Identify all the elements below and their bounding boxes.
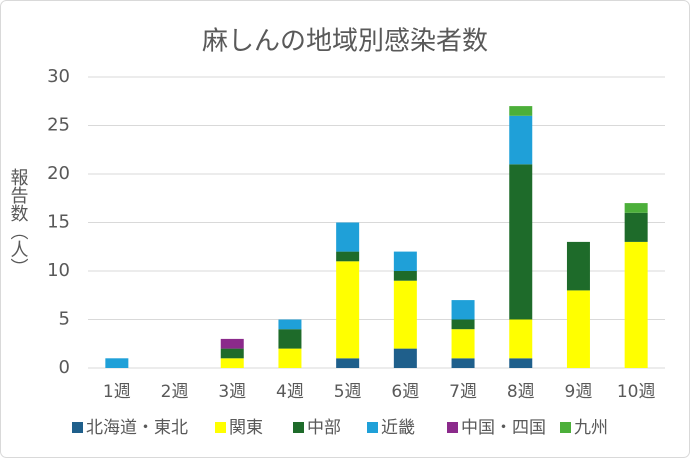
bar-segment [451, 300, 475, 320]
y-tick-label: 20 [47, 163, 70, 184]
legend-swatch [72, 422, 83, 433]
legend-swatch [560, 422, 571, 433]
bar-segment [566, 290, 590, 368]
legend-label: 近畿 [381, 418, 415, 438]
bar-segment [566, 241, 590, 291]
bar-segment [336, 251, 360, 262]
legend-label: 関東 [229, 418, 263, 438]
bar-segment [509, 115, 533, 165]
bar-segment [220, 338, 244, 349]
x-tick-label: 1週 [103, 382, 131, 402]
bar-segment [451, 358, 475, 368]
x-tick-label: 4週 [276, 382, 304, 402]
x-tick-label: 7週 [449, 382, 477, 402]
bar-segment [336, 222, 360, 252]
legend-swatch [447, 422, 458, 433]
bar-segment [624, 212, 648, 242]
x-tick-label: 8週 [507, 382, 535, 402]
bar-segment [336, 358, 360, 368]
bar-segment [278, 319, 302, 330]
y-tick-label: 25 [47, 115, 70, 136]
bar-segment [393, 271, 417, 281]
y-tick-label: 0 [59, 357, 70, 378]
bar-segment [220, 358, 244, 368]
y-tick-label: 30 [47, 66, 70, 87]
legend-label: 中国・四国 [461, 418, 546, 438]
bar-segment [220, 348, 244, 359]
legend-swatch [293, 422, 304, 433]
bar-segment [451, 329, 475, 359]
legend-swatch [367, 422, 378, 433]
bar-segment [393, 280, 417, 349]
bar-segment [509, 319, 533, 359]
x-tick-label: 2週 [161, 382, 189, 402]
bar-segment [624, 203, 648, 213]
bar-segment [105, 358, 129, 368]
legend-label: 北海道・東北 [86, 418, 188, 438]
y-tick-label: 15 [47, 212, 70, 233]
y-tick-label: 5 [59, 309, 70, 330]
bar-segment [509, 106, 533, 116]
chart-title: 麻しんの地域別感染者数 [202, 27, 488, 57]
bar-segment [393, 251, 417, 271]
legend-label: 九州 [574, 418, 608, 438]
legend-label: 中部 [307, 418, 341, 438]
y-axis-label: 報告数（人） [8, 168, 29, 276]
bar-segment [278, 329, 302, 349]
y-tick-label: 10 [47, 260, 70, 281]
bar-segment [624, 241, 648, 368]
x-tick-label: 9週 [565, 382, 593, 402]
bar-segment [451, 319, 475, 330]
x-tick-label: 3週 [218, 382, 246, 402]
bar-segment [336, 261, 360, 359]
bar-segment [393, 348, 417, 368]
bar-segment [278, 348, 302, 368]
bar-segment [509, 164, 533, 320]
x-tick-label: 10週 [617, 382, 656, 402]
x-tick-label: 5週 [334, 382, 362, 402]
bar-segment [509, 358, 533, 368]
x-tick-label: 6週 [391, 382, 419, 402]
legend-swatch [215, 422, 226, 433]
